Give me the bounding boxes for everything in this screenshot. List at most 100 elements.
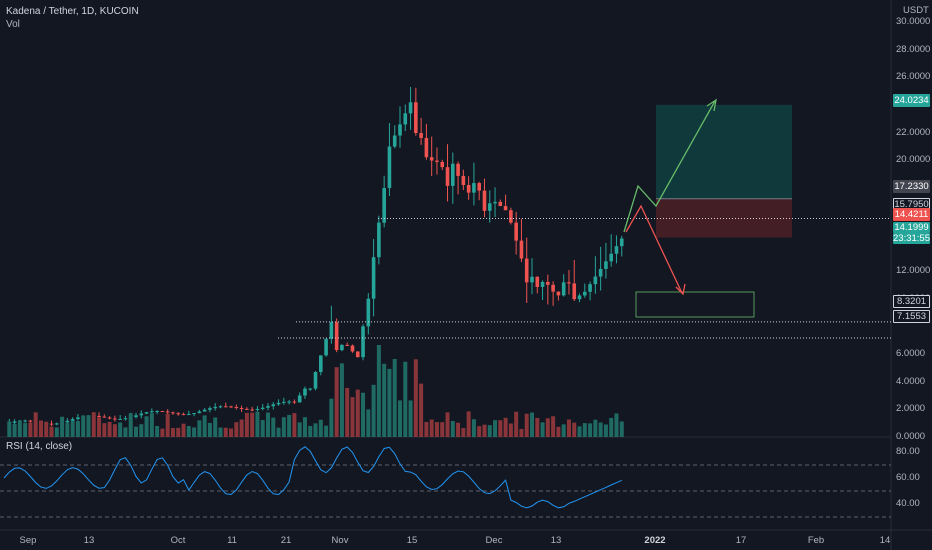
price-tick: 30.0000 xyxy=(896,16,931,28)
candle-body xyxy=(334,322,339,351)
volume-bar xyxy=(456,422,461,437)
candle-body xyxy=(234,407,239,409)
volume-bar xyxy=(387,368,392,437)
candle-body xyxy=(567,282,571,284)
volume-bar xyxy=(582,423,587,437)
currency-label: USDT xyxy=(903,5,929,16)
candle-body xyxy=(297,395,302,403)
candle-body xyxy=(260,407,265,409)
candle-body xyxy=(319,355,323,372)
volume-bar xyxy=(197,420,202,437)
volume-bar xyxy=(361,392,366,437)
candle-body xyxy=(97,415,101,417)
candle-body xyxy=(134,415,138,417)
time-tick: 11 xyxy=(227,535,237,546)
candle-body xyxy=(271,404,276,407)
volume-bar xyxy=(38,420,43,437)
volume-bar xyxy=(355,389,360,437)
volume-bar xyxy=(144,416,149,437)
volume-bar xyxy=(308,425,313,437)
candle-body xyxy=(202,409,207,412)
candle-body xyxy=(551,284,555,292)
volume-indicator-label[interactable]: Vol xyxy=(6,19,20,30)
candle-body xyxy=(392,135,397,147)
target-box xyxy=(635,291,755,318)
candle-body xyxy=(107,417,112,419)
chart-legend: Kadena / Tether, 1D, KUCOIN Vol xyxy=(6,5,139,31)
candle-body xyxy=(530,276,534,283)
bearish-arrowhead xyxy=(675,283,686,296)
volume-bar xyxy=(33,412,38,437)
candle-body xyxy=(477,183,481,191)
candle-body xyxy=(419,133,423,138)
candle-body xyxy=(282,401,286,403)
volume-bar xyxy=(345,387,350,437)
volume-bar xyxy=(524,413,529,437)
candle-body xyxy=(12,421,17,423)
last-price-tag: 14.1999 xyxy=(893,222,930,233)
volume-bar xyxy=(609,417,614,437)
volume-bar xyxy=(250,412,255,437)
entry-price-tag: 17.2330 xyxy=(893,180,930,193)
volume-bar xyxy=(466,411,471,437)
candle-body xyxy=(102,416,107,418)
candle-body xyxy=(414,102,418,134)
volume-bar xyxy=(403,361,408,437)
volume-bar xyxy=(318,419,323,437)
volume-bar xyxy=(572,422,577,437)
time-tick: 21 xyxy=(280,535,292,546)
volume-bar xyxy=(588,423,593,437)
candle-body xyxy=(187,414,191,416)
volume-bar xyxy=(139,424,144,437)
candle-body xyxy=(509,210,513,223)
candle-body xyxy=(429,157,434,161)
time-tick: 17 xyxy=(735,535,747,546)
volume-bar xyxy=(234,422,239,437)
candle-body xyxy=(181,414,186,416)
target-price-tag: 24.0234 xyxy=(893,94,930,107)
volume-bar xyxy=(112,424,117,437)
candle-body xyxy=(445,167,450,186)
volume-bar xyxy=(619,421,624,437)
volume-bar xyxy=(170,428,175,437)
price-tick: 22.0000 xyxy=(896,126,931,138)
volume-bar xyxy=(28,422,33,437)
volume-bar xyxy=(487,425,492,437)
candle-body xyxy=(113,418,117,420)
rsi-tick: 40.00 xyxy=(896,498,920,509)
volume-bar xyxy=(461,428,466,437)
volume-bar xyxy=(382,363,387,437)
volume-bar xyxy=(371,384,376,437)
candle-body xyxy=(355,351,360,358)
candle-body xyxy=(535,276,540,287)
candle-body xyxy=(408,102,413,114)
volume-bar xyxy=(366,409,371,437)
candle-body xyxy=(345,344,349,346)
candle-body xyxy=(540,281,545,287)
volume-bar xyxy=(535,417,540,437)
candle-body xyxy=(208,408,212,410)
price-tick: 28.0000 xyxy=(896,43,931,55)
volume-bar xyxy=(376,345,381,437)
symbol-title[interactable]: Kadena / Tether, 1D, KUCOIN xyxy=(6,6,139,17)
volume-bar xyxy=(255,411,260,437)
candle-body xyxy=(245,408,249,410)
candle-body xyxy=(303,388,307,396)
volume-bar xyxy=(44,421,49,437)
volume-bar xyxy=(186,426,191,437)
rsi-indicator-label[interactable]: RSI (14, close) xyxy=(6,441,73,452)
candle-body xyxy=(377,222,381,258)
candle-body xyxy=(424,137,429,158)
candle-body xyxy=(598,268,603,277)
candle-body xyxy=(593,276,598,285)
price-tick: 26.0000 xyxy=(896,71,931,83)
candle-body xyxy=(604,261,608,269)
candle-body xyxy=(398,124,402,136)
volume-bar xyxy=(561,424,566,437)
volume-bar xyxy=(281,417,286,437)
volume-bar xyxy=(530,412,534,437)
volume-bar xyxy=(54,427,59,437)
volume-bar xyxy=(218,427,223,437)
candle-body xyxy=(171,412,175,414)
